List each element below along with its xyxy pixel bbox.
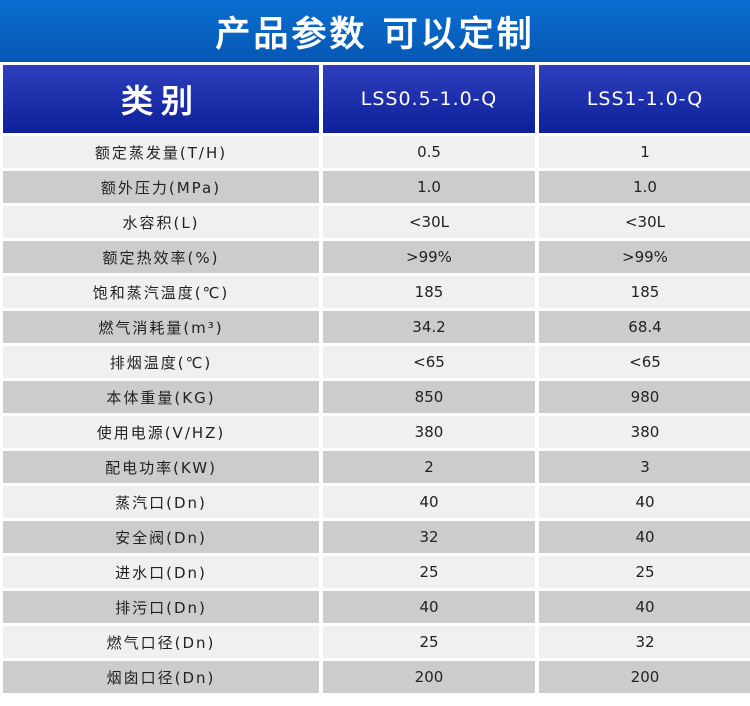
table-row: 排烟温度(℃) <65 <65 xyxy=(3,346,750,378)
table-row: 燃气口径(Dn) 25 32 xyxy=(3,626,750,658)
table-row: 水容积(L) <30L <30L xyxy=(3,206,750,238)
model-1-value: 40 xyxy=(323,591,535,623)
header-category: 类别 xyxy=(3,65,319,133)
model-2-value: 32 xyxy=(539,626,750,658)
header-model-1: LSS0.5-1.0-Q xyxy=(323,65,535,133)
row-label: 蒸汽口(Dn) xyxy=(3,486,319,518)
model-2-value: 1 xyxy=(539,136,750,168)
model-1-value: 2 xyxy=(323,451,535,483)
model-1-value: 185 xyxy=(323,276,535,308)
row-label: 进水口(Dn) xyxy=(3,556,319,588)
table-row: 额定蒸发量(T/H) 0.5 1 xyxy=(3,136,750,168)
row-label: 水容积(L) xyxy=(3,206,319,238)
model-1-value: 380 xyxy=(323,416,535,448)
model-1-value: 200 xyxy=(323,661,535,693)
model-2-value: 380 xyxy=(539,416,750,448)
model-1-value: 25 xyxy=(323,626,535,658)
row-label: 本体重量(KG) xyxy=(3,381,319,413)
table-row: 蒸汽口(Dn) 40 40 xyxy=(3,486,750,518)
row-label: 额外压力(MPa) xyxy=(3,171,319,203)
model-1-value: 40 xyxy=(323,486,535,518)
model-2-value: >99% xyxy=(539,241,750,273)
model-2-value: 3 xyxy=(539,451,750,483)
table-row: 饱和蒸汽温度(℃) 185 185 xyxy=(3,276,750,308)
table-row: 额定热效率(%) >99% >99% xyxy=(3,241,750,273)
model-2-value: 40 xyxy=(539,521,750,553)
row-label: 排污口(Dn) xyxy=(3,591,319,623)
row-label: 饱和蒸汽温度(℃) xyxy=(3,276,319,308)
table-row: 排污口(Dn) 40 40 xyxy=(3,591,750,623)
model-2-value: 980 xyxy=(539,381,750,413)
model-1-value: 25 xyxy=(323,556,535,588)
table-row: 使用电源(V/HZ) 380 380 xyxy=(3,416,750,448)
parameter-table: 类别 LSS0.5-1.0-Q LSS1-1.0-Q 额定蒸发量(T/H) 0.5… xyxy=(0,62,750,696)
table-row: 额外压力(MPa) 1.0 1.0 xyxy=(3,171,750,203)
model-1-value: 1.0 xyxy=(323,171,535,203)
header-model-2: LSS1-1.0-Q xyxy=(539,65,750,133)
model-1-value: >99% xyxy=(323,241,535,273)
banner-title: 产品参数 可以定制 xyxy=(215,14,535,55)
row-label: 使用电源(V/HZ) xyxy=(3,416,319,448)
row-label: 烟囱口径(Dn) xyxy=(3,661,319,693)
model-1-value: 850 xyxy=(323,381,535,413)
row-label: 排烟温度(℃) xyxy=(3,346,319,378)
model-2-value: 68.4 xyxy=(539,311,750,343)
row-label: 安全阀(Dn) xyxy=(3,521,319,553)
title-banner: 产品参数 可以定制 xyxy=(0,0,750,62)
model-2-value: 200 xyxy=(539,661,750,693)
model-2-value: 1.0 xyxy=(539,171,750,203)
model-2-value: 185 xyxy=(539,276,750,308)
model-1-value: 32 xyxy=(323,521,535,553)
table-row: 安全阀(Dn) 32 40 xyxy=(3,521,750,553)
table-row: 进水口(Dn) 25 25 xyxy=(3,556,750,588)
table-header-row: 类别 LSS0.5-1.0-Q LSS1-1.0-Q xyxy=(3,65,750,133)
model-1-value: 0.5 xyxy=(323,136,535,168)
row-label: 额定热效率(%) xyxy=(3,241,319,273)
table-row: 烟囱口径(Dn) 200 200 xyxy=(3,661,750,693)
model-1-value: <30L xyxy=(323,206,535,238)
row-label: 额定蒸发量(T/H) xyxy=(3,136,319,168)
row-label: 配电功率(KW) xyxy=(3,451,319,483)
model-1-value: 34.2 xyxy=(323,311,535,343)
table-row: 本体重量(KG) 850 980 xyxy=(3,381,750,413)
model-2-value: <65 xyxy=(539,346,750,378)
row-label: 燃气消耗量(m³) xyxy=(3,311,319,343)
model-2-value: 40 xyxy=(539,486,750,518)
model-1-value: <65 xyxy=(323,346,535,378)
table-row: 配电功率(KW) 2 3 xyxy=(3,451,750,483)
table-row: 燃气消耗量(m³) 34.2 68.4 xyxy=(3,311,750,343)
parameter-table-container: 类别 LSS0.5-1.0-Q LSS1-1.0-Q 额定蒸发量(T/H) 0.5… xyxy=(0,62,750,706)
table-body: 额定蒸发量(T/H) 0.5 1 额外压力(MPa) 1.0 1.0 水容积(L) <30L <… xyxy=(3,136,750,693)
model-2-value: 40 xyxy=(539,591,750,623)
model-2-value: 25 xyxy=(539,556,750,588)
model-2-value: <30L xyxy=(539,206,750,238)
row-label: 燃气口径(Dn) xyxy=(3,626,319,658)
